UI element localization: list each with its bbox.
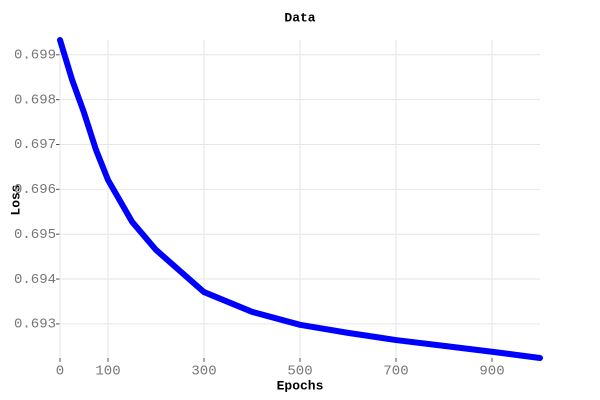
x-tick-label: 500 <box>287 364 312 380</box>
y-axis-label: Loss <box>8 184 23 215</box>
y-tick-label: 0.697 <box>14 137 56 153</box>
y-tick-label: 0.694 <box>14 272 56 288</box>
x-tick-label: 0 <box>56 364 64 380</box>
y-tick-label: 0.698 <box>14 92 56 108</box>
line-series <box>57 37 543 361</box>
x-tick-label: 900 <box>479 364 504 380</box>
y-tick-label: 0.696 <box>14 182 56 198</box>
chart-title: Data <box>284 10 315 25</box>
x-axis-label: Epochs <box>277 378 324 393</box>
x-tick-label: 100 <box>95 364 120 380</box>
x-tick-label: 300 <box>191 364 216 380</box>
x-tick-label: 700 <box>383 364 408 380</box>
y-tick-label: 0.693 <box>14 317 56 333</box>
y-tick-label: 0.695 <box>14 227 56 243</box>
y-tick-label: 0.699 <box>14 48 56 64</box>
